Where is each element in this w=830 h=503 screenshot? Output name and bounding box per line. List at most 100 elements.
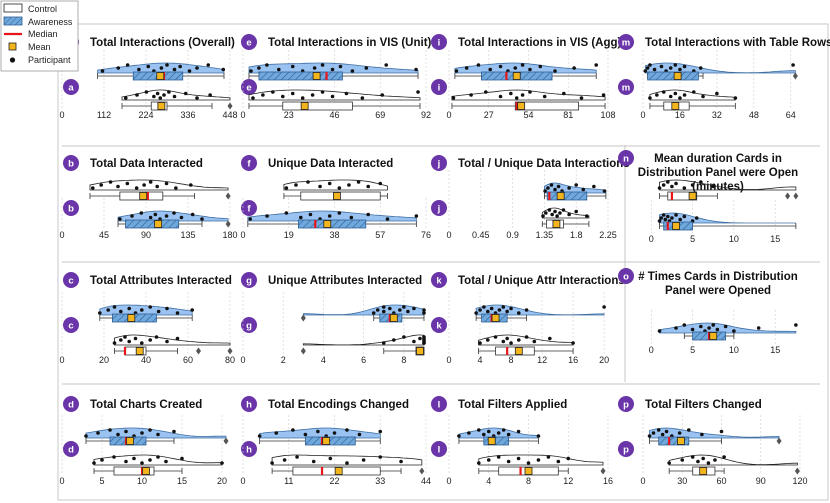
awareness-box bbox=[297, 219, 367, 229]
tick-label: 30 bbox=[677, 476, 687, 486]
participant-point bbox=[501, 305, 506, 309]
panel-title: Total Interactions in VIS (Unit) bbox=[268, 37, 432, 49]
participant-point bbox=[328, 456, 333, 461]
participant-point bbox=[543, 189, 547, 193]
panel-badge bbox=[431, 79, 447, 95]
participant-point bbox=[556, 184, 561, 189]
panel-title: Total Interactions in VIS (Agg) bbox=[458, 37, 622, 49]
panel-badge-label: e bbox=[246, 83, 251, 94]
awareness-mean bbox=[512, 72, 521, 80]
tick-label: 11 bbox=[284, 476, 293, 486]
tick-label: 10 bbox=[729, 234, 739, 244]
participant-point bbox=[505, 336, 509, 341]
participant-point bbox=[195, 66, 199, 70]
awareness-box bbox=[546, 191, 588, 201]
tick-label: 33 bbox=[375, 476, 385, 486]
participant-point bbox=[249, 69, 253, 73]
participant-point bbox=[306, 180, 310, 184]
tick-label: 48 bbox=[749, 110, 759, 120]
participant-point bbox=[659, 64, 664, 69]
participant-point bbox=[189, 183, 193, 187]
control-mean bbox=[688, 192, 697, 200]
panel-badge bbox=[63, 396, 79, 412]
participant-point bbox=[291, 428, 295, 432]
tick-label: 16 bbox=[568, 355, 578, 365]
participant-point bbox=[402, 305, 406, 309]
participant-point bbox=[132, 456, 136, 461]
participant-point bbox=[148, 305, 152, 309]
panel-badge-label: l bbox=[438, 400, 441, 411]
participant-point bbox=[665, 214, 670, 219]
participant-point bbox=[92, 461, 96, 465]
participant-point bbox=[200, 217, 204, 221]
participant-point bbox=[384, 63, 389, 67]
participant-point bbox=[124, 459, 128, 464]
participant-point bbox=[108, 180, 113, 184]
participant-point bbox=[316, 429, 320, 434]
participant-point bbox=[722, 455, 726, 459]
participant-point bbox=[381, 309, 386, 314]
participant-point bbox=[257, 434, 262, 438]
participant-point bbox=[581, 187, 586, 192]
participant-point bbox=[544, 211, 548, 215]
panel-badge bbox=[618, 268, 634, 284]
panel-badge bbox=[618, 150, 634, 166]
participant-point bbox=[378, 455, 383, 459]
participant-point bbox=[375, 308, 380, 312]
participant-point bbox=[308, 212, 313, 217]
legend-swatch-control bbox=[3, 3, 23, 13]
participant-point bbox=[509, 341, 513, 345]
panels: aaTotal Interactions (Overall)0112224336… bbox=[59, 34, 830, 486]
control-violin bbox=[283, 179, 388, 191]
participant-point bbox=[541, 214, 545, 218]
participant-point bbox=[416, 90, 420, 94]
awareness-violin bbox=[259, 427, 381, 439]
control-violin bbox=[659, 179, 797, 191]
participant-point bbox=[482, 305, 486, 309]
participant-point bbox=[350, 69, 355, 73]
participant-point bbox=[337, 211, 342, 215]
panel-badge bbox=[431, 155, 447, 171]
panel-title: Unique Attributes Interacted bbox=[268, 275, 422, 287]
participant-point bbox=[349, 215, 354, 220]
panel-badge-label: k bbox=[436, 276, 442, 287]
participant-point bbox=[312, 66, 317, 70]
control-box bbox=[667, 191, 698, 201]
tick-label: 4 bbox=[486, 476, 491, 486]
participant-point bbox=[178, 64, 182, 69]
participant-point bbox=[221, 67, 226, 72]
participant-point bbox=[550, 212, 554, 217]
panel-title-line: Panel were Opened bbox=[665, 285, 771, 297]
participant-point bbox=[385, 217, 390, 221]
participant-point bbox=[303, 432, 308, 437]
tick-label: 2 bbox=[281, 355, 286, 365]
participant-point bbox=[464, 66, 469, 70]
participant-point bbox=[137, 67, 141, 72]
participant-point bbox=[655, 93, 659, 97]
participant-point bbox=[558, 211, 562, 215]
participant-point bbox=[670, 216, 674, 220]
participant-point bbox=[791, 63, 795, 67]
tick-label: 0 bbox=[446, 355, 451, 365]
tick-label: 45 bbox=[99, 230, 109, 240]
participant-point bbox=[602, 305, 606, 309]
panel-badge-label: d bbox=[68, 400, 74, 411]
tick-label: 0 bbox=[640, 110, 645, 120]
participant-point bbox=[284, 186, 289, 190]
participant-point bbox=[127, 339, 131, 344]
panel-badge bbox=[241, 317, 257, 333]
participant-point bbox=[195, 96, 199, 100]
awareness-outlier bbox=[225, 220, 231, 228]
tick-label: 0 bbox=[240, 476, 245, 486]
participant-point bbox=[220, 461, 224, 465]
panel-f: f f Unique Data Interacted 0 19 38 57 76 bbox=[240, 155, 431, 240]
participant-point bbox=[172, 429, 176, 434]
participant-point bbox=[378, 429, 383, 434]
participant-point bbox=[579, 96, 584, 100]
participant-point bbox=[524, 308, 529, 312]
participant-point bbox=[344, 91, 349, 96]
participant-point bbox=[478, 308, 482, 312]
awareness-box bbox=[647, 71, 699, 81]
tick-label: 5 bbox=[690, 345, 695, 355]
participant-point bbox=[556, 459, 561, 464]
